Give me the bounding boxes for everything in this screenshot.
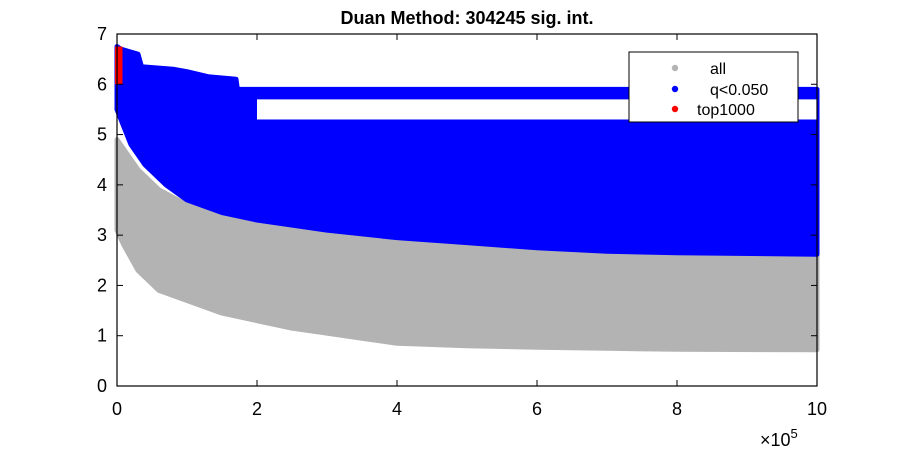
axis-ticks: 0 2 4 6 8 10 0 1 2 3 4 5 6 7 [97, 24, 827, 419]
chart-title: Duan Method: 304245 sig. int. [340, 8, 593, 28]
x-tick-label: 10 [807, 399, 827, 419]
legend-marker-all [671, 64, 679, 72]
y-tick-label: 5 [97, 125, 107, 145]
axes-box [116, 33, 818, 387]
y-tick-label: 1 [97, 326, 107, 346]
x-tick-label: 2 [252, 399, 262, 419]
legend-label-q: q<0.050 [710, 82, 768, 99]
y-tick-label: 7 [97, 24, 107, 44]
x-tick-label: 0 [112, 399, 122, 419]
legend-marker-top1000 [671, 105, 679, 113]
x-tick-label: 4 [392, 399, 402, 419]
legend-label-top1000: top1000 [697, 102, 755, 119]
legend-box [628, 51, 799, 123]
y-tick-label: 6 [97, 74, 107, 94]
legend: all q<0.050 top1000 [628, 51, 799, 123]
legend-marker-q [671, 85, 679, 93]
x-exponent-label: ×105 [760, 426, 798, 450]
x-tick-label: 6 [532, 399, 542, 419]
series-top1000-points [115, 46, 123, 85]
y-tick-label: 3 [97, 225, 107, 245]
y-tick-label: 2 [97, 275, 107, 295]
legend-label-all: all [710, 61, 726, 78]
y-tick-label: 0 [97, 376, 107, 396]
y-tick-label: 4 [97, 175, 107, 195]
x-exponent-power: 5 [791, 426, 798, 441]
x-tick-label: 8 [672, 399, 682, 419]
